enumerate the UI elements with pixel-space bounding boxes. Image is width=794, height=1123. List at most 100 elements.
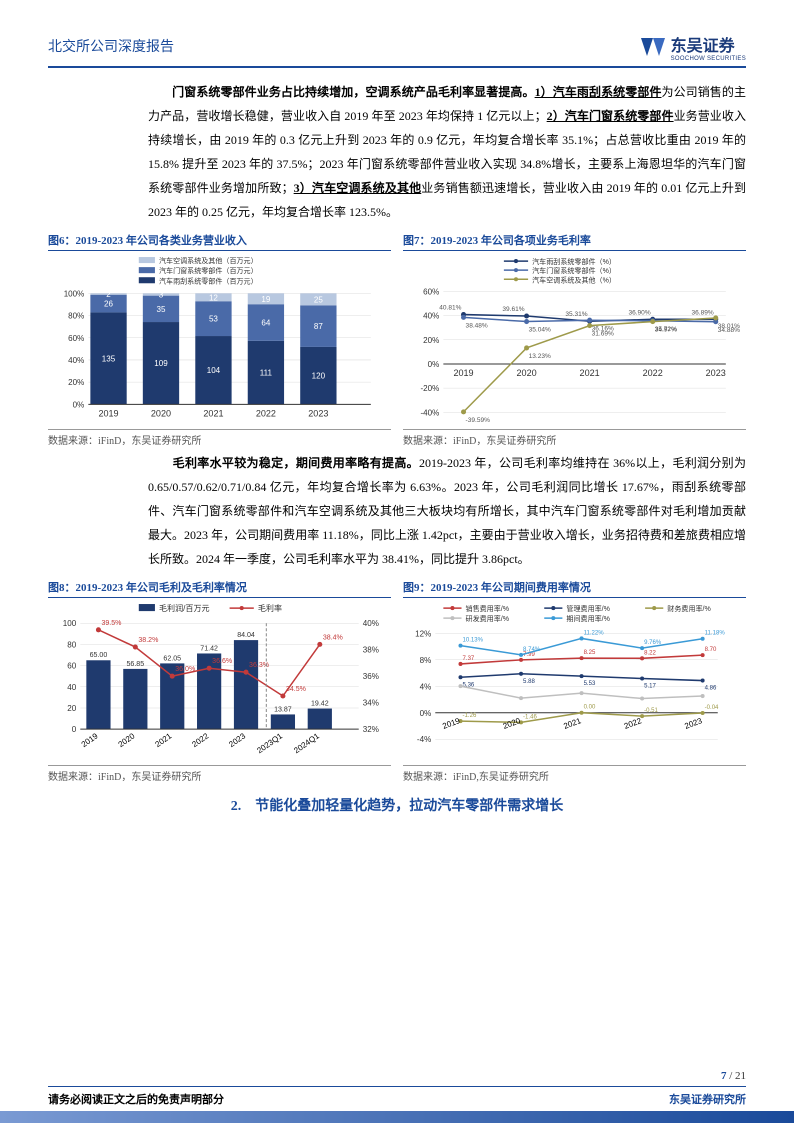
svg-text:40.81%: 40.81% — [439, 305, 461, 312]
chart-8-title: 图8：2019-2023 年公司毛利及毛利率情况 — [48, 579, 391, 598]
svg-text:2: 2 — [106, 290, 111, 299]
paragraph-2: 毛利率水平较为稳定，期间费用率略有提高。2019-2023 年，公司毛利率均维持… — [148, 451, 746, 571]
svg-text:56.85: 56.85 — [127, 660, 145, 667]
svg-text:2022: 2022 — [256, 408, 276, 418]
svg-text:26: 26 — [104, 300, 113, 309]
svg-text:8.25: 8.25 — [584, 650, 596, 656]
chart-7-title: 图7：2019-2023 年公司各项业务毛利率 — [403, 232, 746, 251]
svg-text:62.05: 62.05 — [163, 655, 181, 662]
svg-text:38.2%: 38.2% — [138, 636, 159, 643]
footer-bar — [0, 1111, 794, 1123]
svg-text:20%: 20% — [423, 336, 439, 345]
chart-6: 图6：2019-2023 年公司各类业务营业收入 汽车空调系统及其他（百万元）汽… — [48, 232, 391, 447]
svg-text:84.04: 84.04 — [237, 632, 255, 639]
svg-text:31.69%: 31.69% — [592, 331, 614, 338]
svg-text:32%: 32% — [363, 725, 379, 734]
svg-text:2020: 2020 — [117, 731, 137, 749]
svg-text:销售费用率/%: 销售费用率/% — [466, 604, 510, 613]
footer-disclaimer: 请务必阅读正文之后的免责声明部分 — [48, 1091, 224, 1107]
svg-text:12: 12 — [209, 293, 218, 302]
page-number: 7 / 21 — [0, 1070, 794, 1086]
logo-cn: 东吴证券 — [671, 32, 746, 56]
svg-text:汽车雨刮系统零部件（%）: 汽车雨刮系统零部件（%） — [532, 257, 616, 266]
svg-text:64: 64 — [261, 319, 270, 328]
svg-text:2019: 2019 — [80, 731, 100, 749]
svg-text:2021: 2021 — [203, 408, 223, 418]
svg-text:2020: 2020 — [516, 368, 536, 378]
svg-text:2022: 2022 — [623, 716, 643, 731]
svg-text:2020: 2020 — [151, 408, 171, 418]
footer-org: 东吴证券研究所 — [669, 1091, 746, 1107]
svg-text:60%: 60% — [423, 287, 439, 296]
chart-7-source: 数据来源：iFinD，东吴证券研究所 — [403, 429, 746, 447]
svg-text:8.22: 8.22 — [644, 650, 656, 656]
svg-text:135: 135 — [102, 354, 116, 363]
svg-text:19.42: 19.42 — [311, 700, 329, 707]
svg-text:2019: 2019 — [441, 716, 461, 731]
svg-text:财务费用率/%: 财务费用率/% — [667, 604, 711, 613]
svg-text:36.90%: 36.90% — [628, 309, 650, 316]
brand-logo: 东吴证券 SOOCHOW SECURITIES — [639, 32, 746, 62]
svg-text:80: 80 — [67, 640, 76, 649]
svg-text:8%: 8% — [420, 655, 432, 664]
svg-text:-4%: -4% — [417, 735, 431, 744]
svg-text:40%: 40% — [423, 312, 439, 321]
svg-text:0.00: 0.00 — [584, 704, 596, 710]
chart-9: 图9：2019-2023 年公司期间费用率情况 销售费用率/%管理费用率/%财务… — [403, 579, 746, 783]
svg-text:2024Q1: 2024Q1 — [292, 731, 321, 755]
svg-text:4%: 4% — [420, 682, 432, 691]
svg-text:0: 0 — [72, 725, 77, 734]
svg-text:-39.59%: -39.59% — [466, 417, 491, 424]
chart-6-title: 图6：2019-2023 年公司各类业务营业收入 — [48, 232, 391, 251]
svg-text:34%: 34% — [363, 698, 379, 707]
svg-text:20: 20 — [67, 703, 76, 712]
svg-text:2023: 2023 — [706, 368, 726, 378]
svg-text:2023Q1: 2023Q1 — [255, 731, 284, 755]
svg-text:11.18%: 11.18% — [705, 630, 726, 636]
chart-6-source: 数据来源：iFinD，东吴证券研究所 — [48, 429, 391, 447]
svg-text:120: 120 — [312, 372, 326, 381]
svg-text:2021: 2021 — [154, 731, 174, 749]
svg-text:0%: 0% — [420, 708, 432, 717]
svg-text:87: 87 — [314, 322, 323, 331]
svg-text:研发费用率/%: 研发费用率/% — [466, 614, 510, 623]
doc-title: 北交所公司深度报告 — [48, 32, 174, 56]
svg-text:毛利率: 毛利率 — [258, 603, 282, 613]
svg-text:10.13%: 10.13% — [463, 637, 484, 643]
svg-text:60%: 60% — [68, 334, 84, 343]
svg-text:38.48%: 38.48% — [466, 322, 488, 329]
svg-text:2021: 2021 — [562, 716, 582, 731]
svg-text:36%: 36% — [363, 672, 379, 681]
svg-text:65.00: 65.00 — [90, 652, 108, 659]
svg-text:-40%: -40% — [420, 408, 439, 417]
svg-text:汽车门窗系统零部件（百万元）: 汽车门窗系统零部件（百万元） — [159, 266, 258, 275]
svg-text:40%: 40% — [68, 356, 84, 365]
svg-text:2020: 2020 — [502, 716, 522, 731]
svg-text:35.31%: 35.31% — [565, 311, 587, 318]
svg-text:13.87: 13.87 — [274, 706, 292, 713]
svg-text:2019: 2019 — [98, 408, 118, 418]
svg-text:20%: 20% — [68, 378, 84, 387]
svg-text:7.37: 7.37 — [463, 655, 475, 661]
svg-text:2021: 2021 — [580, 368, 600, 378]
svg-text:35: 35 — [157, 305, 166, 314]
svg-text:3: 3 — [159, 291, 164, 300]
svg-text:汽车雨刮系统零部件（百万元）: 汽车雨刮系统零部件（百万元） — [159, 276, 258, 285]
svg-text:5.88: 5.88 — [523, 678, 535, 684]
svg-text:-0.04: -0.04 — [705, 704, 719, 710]
svg-text:期间费用率/%: 期间费用率/% — [566, 614, 610, 623]
chart-7: 图7：2019-2023 年公司各项业务毛利率 汽车雨刮系统零部件（%）汽车门窗… — [403, 232, 746, 447]
svg-text:34.97%: 34.97% — [655, 327, 677, 334]
svg-text:100: 100 — [63, 619, 77, 628]
svg-text:39.61%: 39.61% — [502, 306, 524, 313]
svg-text:11.22%: 11.22% — [584, 630, 605, 636]
svg-text:40%: 40% — [363, 619, 379, 628]
svg-text:19: 19 — [261, 295, 270, 304]
logo-en: SOOCHOW SECURITIES — [671, 56, 746, 62]
svg-text:2022: 2022 — [190, 731, 210, 749]
svg-text:-1.26: -1.26 — [463, 713, 477, 719]
svg-text:汽车空调系统及其他（百万元）: 汽车空调系统及其他（百万元） — [159, 256, 258, 265]
svg-text:2022: 2022 — [643, 368, 663, 378]
svg-text:0%: 0% — [73, 400, 85, 409]
svg-text:0%: 0% — [428, 360, 440, 369]
